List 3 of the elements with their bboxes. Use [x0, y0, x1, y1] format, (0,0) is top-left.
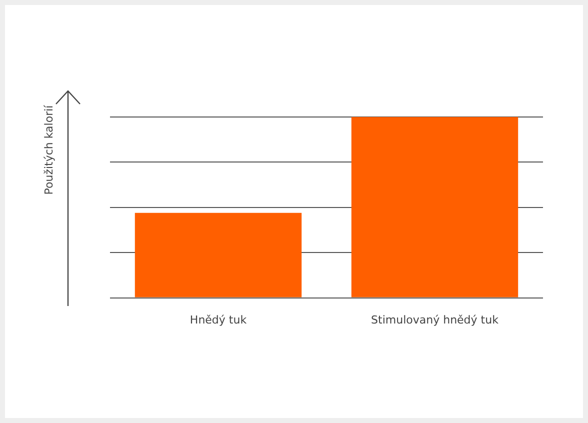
y-axis-title: Použitých kalorií	[42, 105, 56, 195]
x-tick-label: Stimulovaný hnědý tuk	[371, 313, 500, 326]
x-tick-label: Hnědý tuk	[190, 313, 248, 326]
